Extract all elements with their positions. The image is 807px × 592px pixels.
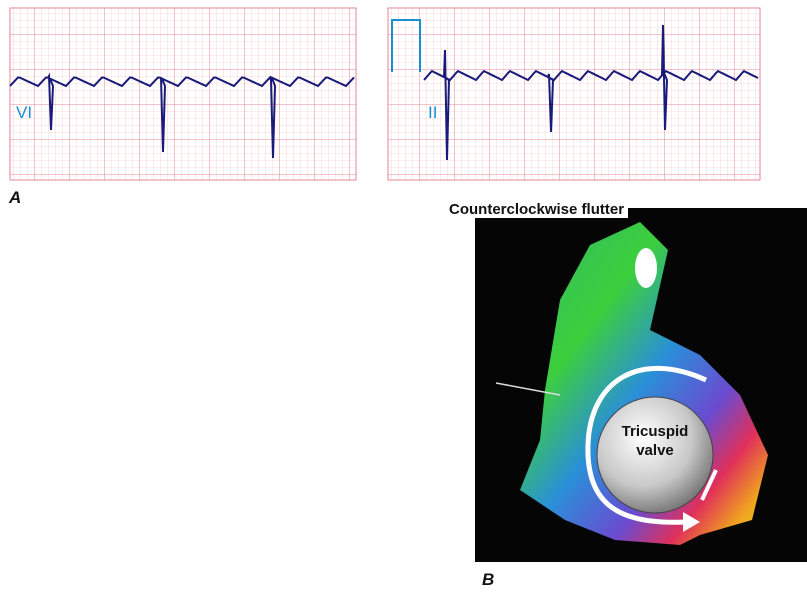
- ecg-grid: [9, 7, 357, 181]
- ecg-trace: [423, 24, 759, 161]
- flutter-arrow: [585, 365, 708, 525]
- map-title: Counterclockwise flutter: [445, 201, 629, 218]
- panel-label: A: [8, 188, 21, 207]
- calibration-pulse: [391, 19, 421, 72]
- arrow-head: [683, 512, 700, 532]
- ecg-trace: [9, 72, 355, 159]
- ecg-grid: [387, 7, 761, 181]
- lead-label: II: [428, 103, 437, 122]
- marker: [635, 248, 657, 288]
- flutter-arrow: [700, 469, 718, 501]
- valve-label: Tricuspid valve: [621, 423, 689, 459]
- lead-label: VI: [16, 103, 32, 122]
- panel-label: B: [482, 570, 494, 589]
- axis-line: [495, 382, 561, 396]
- valve-disc: [596, 396, 714, 514]
